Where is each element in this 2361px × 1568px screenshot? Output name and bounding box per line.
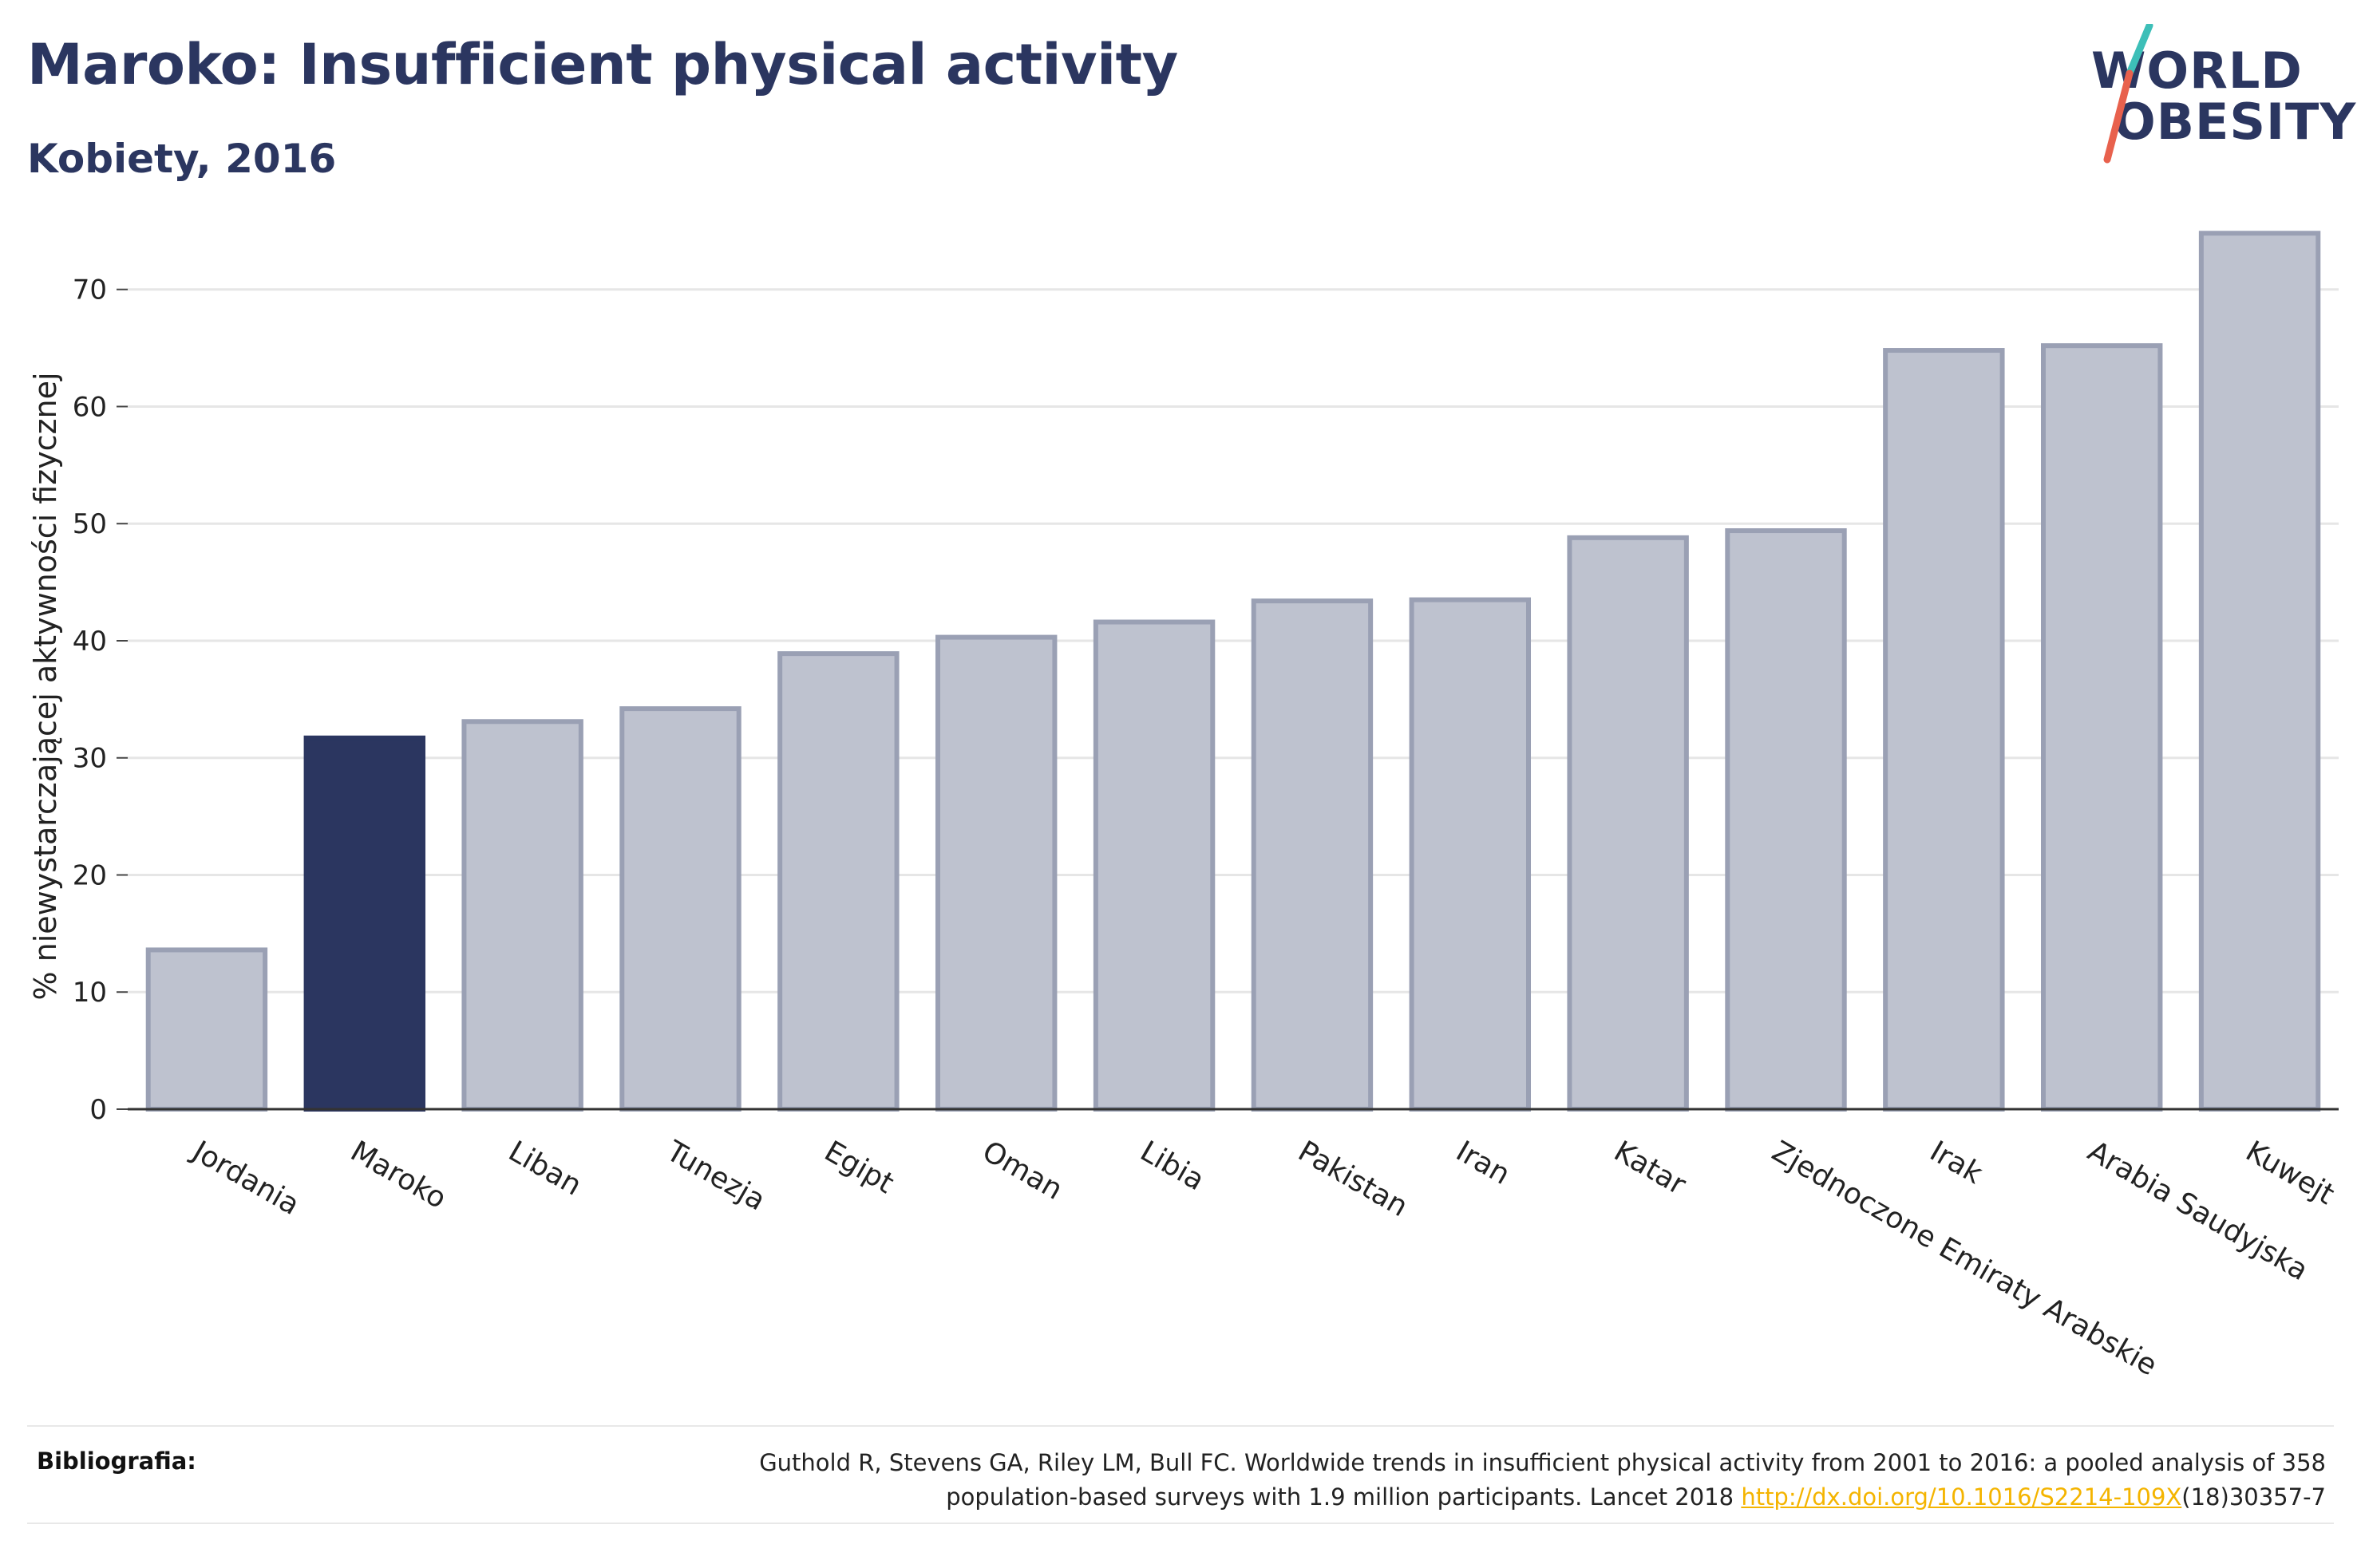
x-tick-label: Irak: [1924, 1135, 1988, 1191]
y-tick-label: 60: [73, 391, 107, 423]
y-axis-title: % niewystarczającej aktywności fizycznej: [28, 372, 63, 1000]
page-subtitle: Kobiety, 2016: [27, 136, 337, 182]
x-tick-label: Jordania: [186, 1134, 305, 1222]
x-tick-label: Egipt: [819, 1135, 900, 1200]
bar-zjednoczone-emiraty-arabskie: [1725, 528, 1847, 1112]
bar-katar: [1567, 535, 1689, 1112]
logo-line2: OBESITY: [2114, 93, 2357, 151]
bar-libia: [1093, 619, 1216, 1112]
bar-iran: [1409, 597, 1531, 1112]
bibliography-link[interactable]: http://dx.doi.org/10.1016/S2214-109X: [1741, 1483, 2182, 1511]
y-tick-label: 40: [73, 626, 107, 658]
y-tick-label: 10: [73, 977, 107, 1009]
bibliography-line2-end: (18)30357-7: [2181, 1483, 2326, 1511]
y-tick-label: 50: [73, 508, 107, 540]
bar-arabia-saudyjska: [2041, 343, 2163, 1112]
y-tick-label: 30: [73, 743, 107, 775]
bar-egipt: [777, 651, 900, 1112]
bibliography-line2: population-based surveys with 1.9 millio…: [946, 1483, 1742, 1511]
bar-kuwejt: [2198, 231, 2321, 1112]
bar-oman: [935, 634, 1058, 1112]
y-tick-label: 0: [89, 1094, 107, 1126]
footer-divider-bottom: [27, 1523, 2334, 1524]
bar-maroko: [303, 735, 425, 1112]
x-tick-label: Oman: [977, 1135, 1068, 1207]
bar-jordania: [145, 947, 268, 1112]
bar-irak: [1883, 348, 2005, 1112]
x-tick-label: Pakistan: [1292, 1135, 1413, 1223]
bibliography-label: Bibliografia:: [37, 1448, 196, 1475]
y-tick-label: 70: [73, 274, 107, 306]
x-tick-label: Iran: [1450, 1135, 1515, 1191]
logo-slash-icon: [2103, 24, 2153, 164]
bibliography-text: Guthold R, Stevens GA, Riley LM, Bull FC…: [410, 1446, 2326, 1515]
x-tick-label: Libia: [1135, 1135, 1210, 1197]
y-tick-label: 20: [73, 859, 107, 891]
bar-pakistan: [1251, 598, 1374, 1112]
x-tick-label: Katar: [1608, 1135, 1691, 1202]
x-tick-label: Liban: [503, 1135, 587, 1202]
x-tick-label: Maroko: [345, 1135, 452, 1215]
x-tick-label: Kuwejt: [2240, 1135, 2340, 1211]
page-title: Maroko: Insufficient physical activity: [27, 32, 1178, 97]
bar-liban: [461, 719, 583, 1112]
world-obesity-logo: WORLD OBESITY: [2075, 24, 2355, 168]
bibliography-line1: Guthold R, Stevens GA, Riley LM, Bull FC…: [759, 1449, 2326, 1476]
x-tick-label: Tunezja: [660, 1135, 771, 1218]
bar-tunezja: [619, 706, 742, 1112]
footer-divider-top: [27, 1425, 2334, 1427]
